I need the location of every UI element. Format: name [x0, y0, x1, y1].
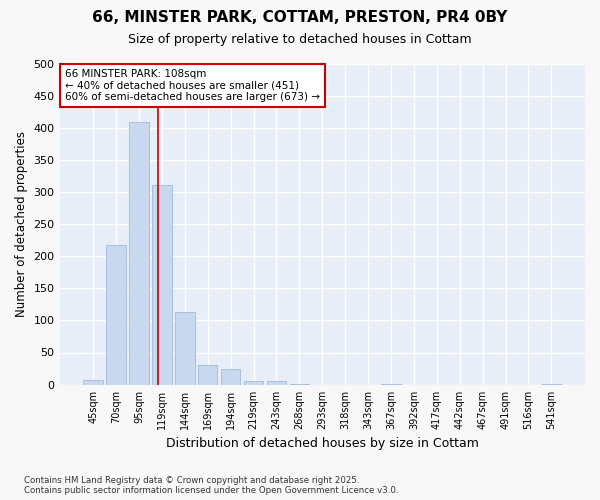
Text: 66 MINSTER PARK: 108sqm
← 40% of detached houses are smaller (451)
60% of semi-d: 66 MINSTER PARK: 108sqm ← 40% of detache… — [65, 69, 320, 102]
Bar — [267, 382, 286, 384]
Y-axis label: Number of detached properties: Number of detached properties — [15, 132, 28, 318]
Text: Size of property relative to detached houses in Cottam: Size of property relative to detached ho… — [128, 32, 472, 46]
Bar — [221, 368, 241, 384]
Bar — [198, 364, 217, 384]
Text: Contains HM Land Registry data © Crown copyright and database right 2025.
Contai: Contains HM Land Registry data © Crown c… — [24, 476, 398, 495]
Bar — [106, 245, 126, 384]
X-axis label: Distribution of detached houses by size in Cottam: Distribution of detached houses by size … — [166, 437, 479, 450]
Bar — [129, 122, 149, 384]
Bar — [244, 382, 263, 384]
Bar — [175, 312, 194, 384]
Text: 66, MINSTER PARK, COTTAM, PRESTON, PR4 0BY: 66, MINSTER PARK, COTTAM, PRESTON, PR4 0… — [92, 10, 508, 25]
Bar — [152, 184, 172, 384]
Bar — [83, 380, 103, 384]
